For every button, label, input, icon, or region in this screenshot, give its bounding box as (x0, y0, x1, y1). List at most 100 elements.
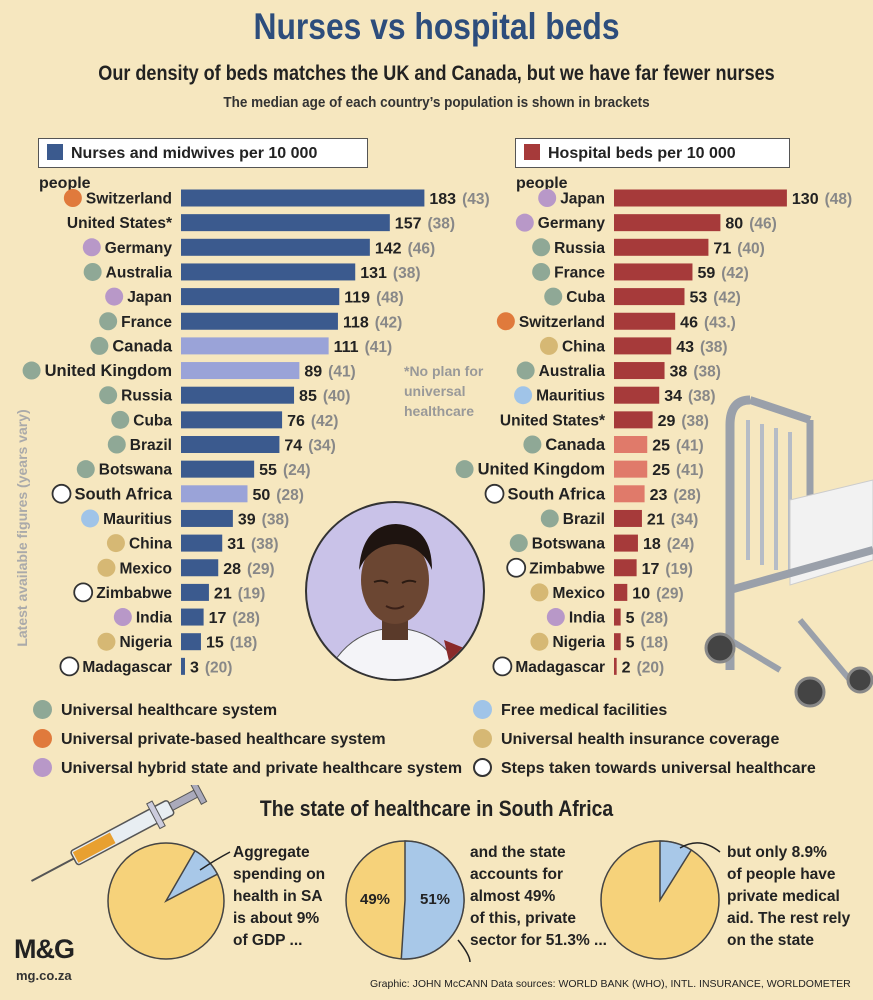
no-plan-note: *No plan for universal healthcare (404, 363, 484, 419)
category-label: Madagascar (515, 659, 605, 676)
bar (614, 263, 693, 281)
category-label: France (554, 264, 605, 281)
median-age-label: (42) (311, 413, 339, 430)
median-age-label: (38) (700, 339, 728, 356)
legend-label: Universal hybrid state and private healt… (61, 760, 463, 777)
median-age-label: (42) (721, 265, 749, 282)
category-label: Japan (560, 191, 605, 208)
median-age-label: (29) (656, 585, 684, 602)
median-age-label: (41) (365, 339, 393, 356)
bar (181, 238, 370, 256)
bar (181, 559, 219, 577)
pie-pointer-lines (199, 842, 721, 963)
value-label: 18 (643, 536, 661, 553)
beds-chart-header: Hospital beds per 10 000 people (515, 138, 790, 192)
system-dot-icon (532, 262, 551, 281)
system-dot-icon (516, 361, 535, 380)
system-dot-icon (540, 509, 559, 528)
system-dot-icon (73, 582, 94, 603)
value-label: 21 (214, 585, 232, 602)
category-label: Nigeria (119, 634, 172, 651)
category-label: Germany (538, 215, 606, 232)
bar (181, 608, 204, 626)
caption-line: of GDP ... (233, 932, 303, 949)
value-label: 53 (689, 290, 707, 307)
legend-item-steps: Steps taken towards universal healthcare (473, 758, 816, 778)
value-label: 89 (304, 364, 322, 381)
category-label: Canada (112, 337, 172, 355)
category-label: United States* (500, 412, 606, 429)
legend-label: Free medical facilities (501, 702, 668, 719)
median-age-label: (28) (641, 610, 669, 627)
system-dot-icon (82, 238, 101, 257)
system-dot-icon (76, 460, 95, 479)
value-label: 10 (632, 585, 650, 602)
system-dot-icon (523, 435, 542, 454)
median-age-label: (41) (676, 462, 704, 479)
system-dot-icon (509, 534, 528, 553)
system-dot-icon (63, 189, 82, 207)
caption-line: is about 9% (233, 910, 320, 927)
nurses-chart-title: Nurses and midwives per 10 000 people (39, 145, 318, 192)
legend-item-universal: Universal healthcare system (33, 700, 277, 720)
legend-item-private: Universal private-based healthcare syste… (33, 729, 386, 749)
bar (181, 633, 201, 651)
category-label: Brazil (130, 437, 172, 454)
value-label: 74 (284, 438, 302, 455)
category-label: Madagascar (82, 659, 172, 676)
median-age-label: (46) (408, 240, 436, 257)
pie-gdp-caption: Aggregate spending on health in SA is ab… (233, 842, 343, 952)
value-label: 38 (670, 364, 688, 381)
bar (614, 657, 617, 675)
system-dot-icon (546, 608, 565, 627)
bar (181, 288, 340, 306)
median-age-label: (48) (825, 191, 853, 208)
bar (614, 214, 721, 232)
universal-dot-icon (33, 700, 52, 719)
category-label: Zimbabwe (96, 585, 172, 602)
insurance-dot-icon (473, 729, 492, 748)
category-label: Brazil (563, 511, 605, 528)
median-age-label: (24) (283, 462, 311, 479)
logo-url: mg.co.za (16, 968, 72, 983)
system-dot-icon (97, 558, 116, 577)
median-age-label: (48) (376, 290, 404, 307)
bar (181, 312, 338, 330)
category-label: China (129, 536, 172, 553)
bar (614, 189, 787, 207)
category-label: Australia (539, 363, 606, 380)
bar (614, 337, 672, 355)
sa-section-title: The state of healthcare in South Africa (259, 796, 614, 821)
bar (181, 436, 280, 453)
value-label: 85 (299, 388, 317, 405)
system-dot-icon (83, 262, 102, 281)
category-label: Zimbabwe (529, 560, 605, 577)
system-dot-icon (97, 632, 116, 651)
value-label: 76 (287, 413, 305, 430)
system-dot-icon (99, 386, 118, 405)
median-age-label: (38) (681, 413, 709, 430)
pie-split-caption: and the state accounts for almost 49% of… (470, 842, 610, 952)
value-label: 50 (253, 487, 271, 504)
system-dot-icon (455, 460, 474, 479)
value-label: 55 (259, 462, 277, 479)
bar (181, 337, 329, 355)
value-label: 25 (652, 462, 670, 479)
median-age-label: (41) (676, 438, 704, 455)
system-dot-icon (107, 435, 126, 454)
system-dot-icon (90, 336, 109, 355)
category-label: South Africa (75, 485, 173, 503)
category-label: Mexico (552, 585, 605, 602)
median-age-label: (40) (737, 240, 765, 257)
pie-gdp (107, 842, 225, 960)
value-label: 130 (792, 191, 819, 208)
pie-state-label: 49% (360, 891, 390, 908)
steps-dot-icon (473, 758, 492, 777)
bar (181, 534, 223, 552)
value-label: 17 (209, 610, 227, 627)
bar (614, 534, 638, 552)
bar (181, 657, 185, 675)
category-label: Canada (545, 436, 605, 454)
value-label: 46 (680, 314, 698, 331)
legend-label: Universal private-based healthcare syste… (61, 731, 386, 748)
